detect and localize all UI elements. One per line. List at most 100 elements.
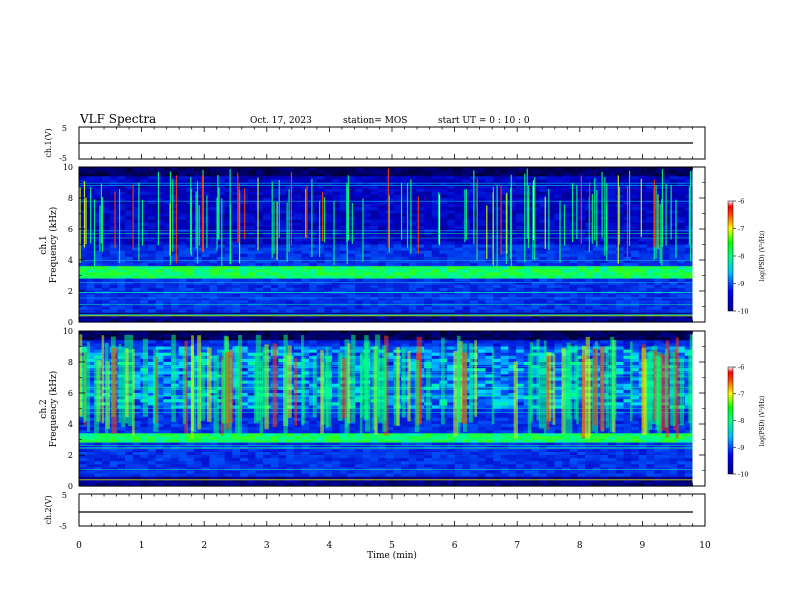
ch1-spectrogram-cell <box>94 176 103 180</box>
ch1-spectrogram-cell <box>140 179 149 184</box>
ch1-spectrogram-cell <box>562 216 571 221</box>
ch1-spectrogram-cell <box>370 170 379 174</box>
ch1-spectrogram-cell <box>102 256 111 261</box>
ch1-spectrogram-cell <box>631 260 640 264</box>
ch1-spectrogram-cell <box>447 188 456 193</box>
ch2-spectrogram-cell <box>301 337 310 341</box>
ch1-spectrogram-cell <box>209 306 218 311</box>
ch1-spectrogram-cell <box>631 253 640 258</box>
ch1-spectrogram-cell <box>301 278 310 283</box>
ch1-spectrogram-cell <box>94 222 103 227</box>
ch1-spectrogram-cell <box>209 309 218 314</box>
ch1-spectrogram-cell <box>385 297 395 301</box>
ch1-spectrogram-cell <box>447 198 456 202</box>
ch1-spectrogram-cell <box>546 207 556 211</box>
ch1-spectrogram-cell <box>286 219 295 224</box>
ch1-spectrogram-cell <box>608 225 617 230</box>
ch1-spectrogram-cell <box>401 284 410 289</box>
ch1-spectrogram-cell <box>132 281 141 286</box>
ch1-spectrogram-cell <box>370 241 379 246</box>
ch1-spectrogram-cell <box>209 250 218 255</box>
ch1-spectrogram-cell <box>94 225 103 230</box>
ch1-spectrogram-cell <box>309 182 318 187</box>
ch1-spectrogram-cell <box>94 306 103 311</box>
ch2-spectrogram-cell <box>217 343 226 348</box>
ch1-spectrogram-cell <box>631 272 640 277</box>
ch1-spectrogram-cell <box>554 173 563 177</box>
ch1-spectrogram-cell <box>646 272 655 277</box>
ch1-colorbar: -6-7-8-9-10 log(PSD) (V²/Hz) <box>727 198 766 316</box>
ch2-spectrogram-cell <box>470 337 479 341</box>
ch1-spectrogram-cell <box>516 185 525 190</box>
ch1-spectrogram-cell <box>401 306 410 311</box>
ch1-spectrogram-cell <box>416 222 425 227</box>
ch1-spectrogram-cell <box>355 216 364 221</box>
ch1-spectrogram-cell <box>454 247 464 252</box>
ch1-spectrogram-cell <box>194 284 203 289</box>
ch1-spectrogram-cell <box>263 213 272 218</box>
ch1-spectrogram-cell <box>178 318 187 323</box>
ch2-spectrogram-cell <box>186 331 195 335</box>
ch1-spectrogram-cell <box>516 201 525 205</box>
ch1-spectrogram-cell <box>355 179 364 184</box>
ch2-spectrogram-cell <box>232 340 241 344</box>
ch1-spectrogram-cell <box>646 266 655 270</box>
ch1-spectrogram-cell <box>585 266 594 270</box>
ch1-spectrogram-cell <box>171 241 180 246</box>
ch1-spectrogram-cell <box>408 306 418 311</box>
ch1-spectrogram-cell <box>546 247 556 252</box>
ch2-spectrogram-cell <box>201 340 210 344</box>
ch1-spectrogram-cell <box>454 303 464 308</box>
ch2-spectrogram-cell <box>240 340 249 344</box>
ch1-spectrogram-cell <box>424 179 433 184</box>
ch1-spectrogram-cell <box>470 247 479 252</box>
ch1-spectrogram-cell <box>677 297 686 301</box>
ch1-spectrogram-cell <box>286 201 295 205</box>
ch2-spectrogram-cell <box>592 337 602 341</box>
ch1-spectrogram-cell <box>247 176 256 180</box>
ch1-spectrogram-cell <box>339 207 348 211</box>
ch1-spectrogram-cell <box>385 244 395 249</box>
ch1-spectrogram-cell <box>247 235 256 239</box>
ch1-spectrogram-cell <box>355 306 364 311</box>
ch1-spectrogram-cell <box>447 260 456 264</box>
ch1-spectrogram-cell <box>516 287 525 292</box>
ch1-spectrogram-cell <box>125 213 134 218</box>
ch1-spectrogram-cell <box>86 260 95 264</box>
ch1-spectrogram-cell <box>431 315 441 320</box>
ch1-spectrogram-cell <box>661 176 671 180</box>
ch2-spectrogram-cell <box>270 331 279 335</box>
ch1-spectrogram-cell <box>117 256 126 261</box>
ch2-spectrogram-cell <box>79 343 88 348</box>
ch1-spectrogram-cell <box>600 272 609 277</box>
ch1-spectrogram-cell <box>485 287 494 292</box>
ch1-spectrogram-cell <box>447 253 456 258</box>
ch1-spectrogram-cell <box>86 266 95 270</box>
ch1-spectrogram-cell <box>554 213 563 218</box>
ch1-spectrogram-cell <box>684 315 694 320</box>
ch1-spectrogram-cell <box>209 272 218 277</box>
ch1-spectrogram-cell <box>516 167 525 171</box>
ch1-spectrogram-cell <box>385 263 395 267</box>
ch1-spectrogram-cell <box>416 216 425 221</box>
ch1-spectrogram-cell <box>109 269 118 273</box>
ch2-spectrogram-cell <box>155 331 164 335</box>
ch1-spectrogram-cell <box>646 309 655 314</box>
ch1-spectrogram-cell <box>485 297 494 301</box>
ch2-spectrogram-cell <box>654 337 663 341</box>
ch1-spectrogram-cell <box>247 303 256 308</box>
ch1-spectrogram-cell <box>470 272 479 277</box>
ch1-spectrogram-burst <box>141 199 144 246</box>
ch1-spectrogram-cell <box>286 297 295 301</box>
ch1-spectrogram-cell <box>301 250 310 255</box>
ch1-spectrogram-cell <box>339 238 348 242</box>
ch1-spectrogram-cell <box>577 256 586 261</box>
ch1-spectrogram-cell <box>424 250 433 255</box>
ch1-spectrogram-cell <box>155 170 164 174</box>
ch1-spectrogram-cell <box>447 238 456 242</box>
ch1-spectrogram-cell <box>592 260 602 264</box>
ch2-spectrogram-cell <box>554 334 563 338</box>
ch2-spectrogram-cell <box>470 349 479 354</box>
ch1-spectrogram-cell <box>263 263 272 267</box>
ch1-spectrogram-cell <box>654 191 663 196</box>
